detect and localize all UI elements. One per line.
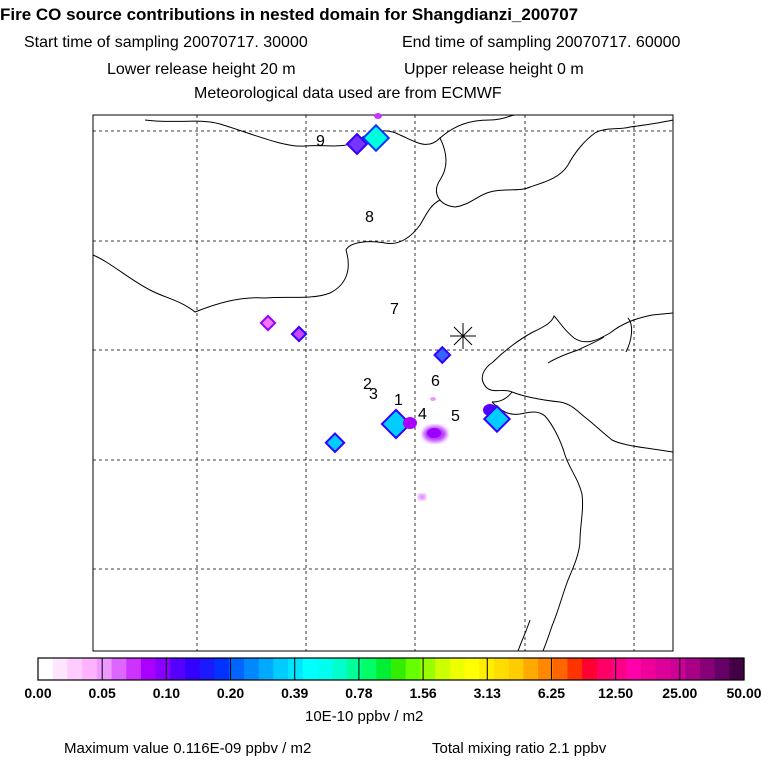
colorbar-tick-label: 12.50 — [598, 685, 634, 701]
colorbar-cell — [611, 658, 627, 680]
site-label-2: 2 — [363, 376, 372, 393]
plume-6-faint — [430, 397, 436, 401]
colorbar-tick-label: 50.00 — [726, 685, 762, 701]
colorbar-cell — [449, 658, 466, 680]
colorbar-cell — [258, 658, 274, 680]
colorbar-tick-label: 25.00 — [662, 685, 698, 701]
colorbar-cell — [243, 658, 260, 680]
emission-plumes — [259, 113, 512, 500]
plume-9b — [361, 123, 391, 153]
colorbar-cell — [391, 658, 407, 680]
colorbar-cell — [538, 658, 554, 680]
site-label-7: 7 — [390, 301, 399, 318]
colorbar-tick-label: 6.25 — [537, 685, 566, 701]
colorbar-cell — [273, 658, 289, 680]
colorbar-cell — [317, 658, 333, 680]
colorbar-cell — [96, 658, 113, 680]
colorbar-cell — [464, 658, 480, 680]
colorbar-cell — [729, 658, 745, 680]
plume-left1 — [259, 314, 277, 332]
colorbar-cell — [685, 658, 701, 680]
colorbar-cell — [435, 658, 451, 680]
colorbar-cell — [626, 658, 642, 680]
colorbar-cell — [214, 658, 230, 680]
max-value-label: Maximum value 0.116E-09 ppbv / m2 — [64, 740, 312, 757]
end-time-label: End time of sampling 20070717. 60000 — [402, 34, 681, 51]
plume-lowleft — [324, 432, 346, 454]
colorbar-cell — [346, 658, 363, 680]
colorbar-cell — [111, 658, 127, 680]
site-label-6: 6 — [431, 373, 440, 390]
plume-9a — [345, 132, 369, 156]
colorbar-tick-label: 0.00 — [24, 685, 52, 701]
colorbar-cell — [523, 658, 539, 680]
receptor-star-icon — [450, 323, 476, 349]
map-boundaries — [92, 114, 674, 652]
chart-title: Fire CO source contributions in nested d… — [0, 5, 579, 24]
colorbar-cell — [508, 658, 524, 680]
colorbar-cell — [170, 658, 186, 680]
plume-1b — [403, 417, 417, 429]
colorbar-cell — [199, 658, 216, 680]
site-label-4: 4 — [418, 406, 427, 423]
colorbar-cell — [552, 658, 569, 680]
plume-5b — [482, 404, 512, 434]
colorbar-cell — [376, 658, 392, 680]
plume-1 — [380, 408, 412, 440]
colorbar-cell — [567, 658, 583, 680]
colorbar-cell — [714, 658, 730, 680]
total-mixing-label: Total mixing ratio 2.1 ppbv — [432, 740, 607, 757]
upper-release-label: Upper release height 0 m — [404, 61, 584, 78]
colorbar-cell — [67, 658, 83, 680]
colorbar-cell — [582, 658, 598, 680]
plume-9c — [374, 113, 382, 119]
colorbar-tick-label: 0.78 — [345, 685, 373, 701]
colorbar-cell — [670, 658, 686, 680]
colorbar-cell — [82, 658, 98, 680]
start-time-label: Start time of sampling 20070717. 30000 — [24, 34, 308, 51]
colorbar-cell — [493, 658, 510, 680]
plume-low — [418, 494, 426, 500]
colorbar-tick-label: 3.13 — [473, 685, 501, 701]
colorbar-cell — [229, 658, 245, 680]
colorbar-cell — [52, 658, 69, 680]
plume-left2 — [290, 325, 308, 343]
colorbar-cell — [361, 658, 377, 680]
colorbar-cell — [38, 658, 54, 680]
colorbar-tick-label: 0.39 — [281, 685, 309, 701]
colorbar-tick-label: 0.05 — [88, 685, 116, 701]
site-label-9: 9 — [316, 133, 325, 150]
colorbar-cell — [699, 658, 716, 680]
site-label-5: 5 — [451, 408, 460, 425]
colorbar-cell — [185, 658, 201, 680]
site-label-3: 3 — [369, 386, 378, 403]
colorbar-cell — [641, 658, 657, 680]
colorbar-cell — [596, 658, 613, 680]
site-label-8: 8 — [365, 209, 374, 226]
colorbar-cell — [155, 658, 171, 680]
met-data-label: Meteorological data used are from ECMWF — [194, 85, 502, 102]
colorbar-cell — [302, 658, 319, 680]
colorbar-tick-label: 1.56 — [409, 685, 437, 701]
colorbar-tick-label: 0.10 — [152, 685, 180, 701]
plume-4-core — [427, 428, 441, 438]
colorbar-cell — [332, 658, 348, 680]
lower-release-label: Lower release height 20 m — [107, 61, 296, 78]
colorbar-tick-label: 0.20 — [216, 685, 245, 701]
colorbar-cell — [288, 658, 304, 680]
colorbar-cell — [420, 658, 436, 680]
colorbar-units: 10E-10 ppbv / m2 — [305, 708, 424, 725]
colorbar-cell — [126, 658, 142, 680]
map-frame — [92, 114, 674, 652]
colorbar-cell — [140, 658, 157, 680]
site-label-1: 1 — [394, 392, 403, 409]
colorbar-cell — [655, 658, 672, 680]
plume-6 — [433, 345, 452, 365]
colorbar-cell — [405, 658, 422, 680]
